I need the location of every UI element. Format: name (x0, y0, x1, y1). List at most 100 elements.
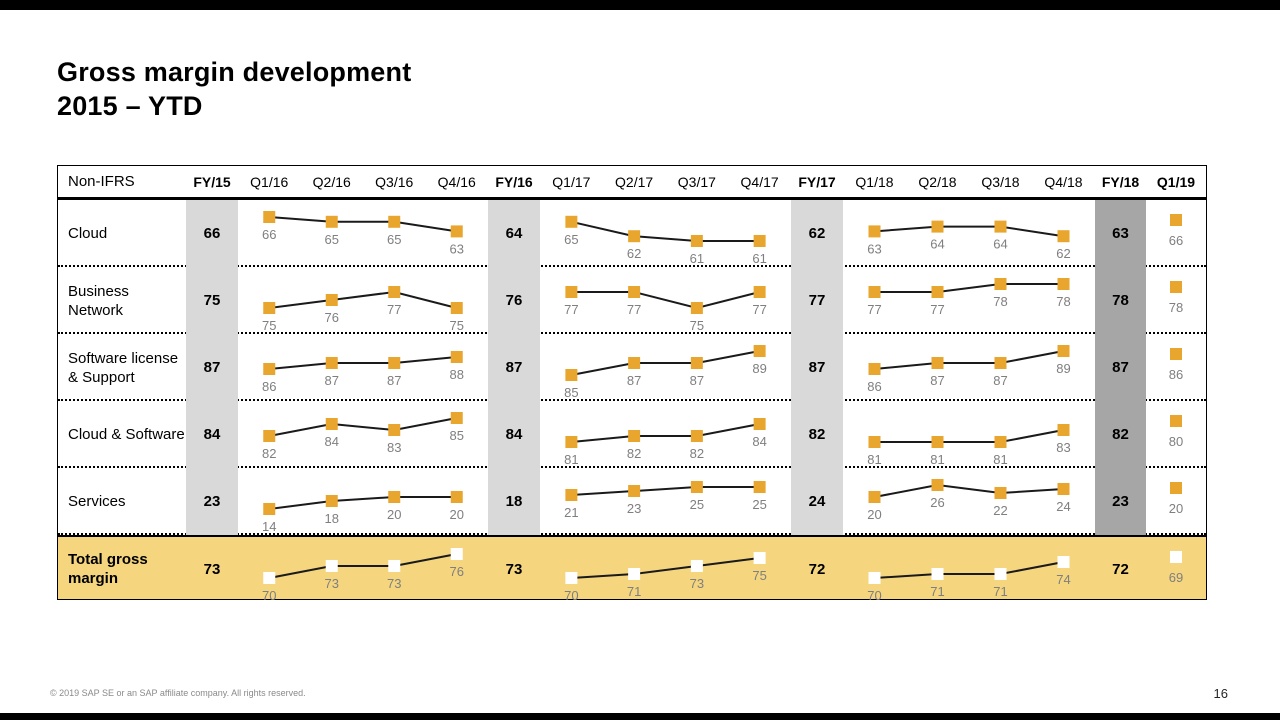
data-point-value: 87 (993, 373, 1007, 388)
quarterly-sparkline: 86 87 87 88 (238, 334, 488, 401)
fy16-value: 64 (488, 200, 540, 267)
data-point-marker (628, 286, 641, 298)
data-point-marker (753, 481, 766, 493)
data-point-value: 20 (867, 507, 881, 522)
data-point-marker (325, 215, 338, 228)
fy16-value: 87 (488, 334, 540, 401)
data-point-marker (325, 560, 338, 572)
data-point-marker (1170, 415, 1182, 427)
fy18-value: 72 (1112, 560, 1129, 578)
data-point-marker (690, 430, 703, 442)
data-point-value: 66 (1168, 233, 1184, 248)
data-point-value: 70 (867, 588, 881, 601)
table-row: Cloud & Software 84 82 84 83 85 84 81 82 82 84 82 81… (58, 401, 1206, 468)
latest-quarter-cell: 80 (1146, 401, 1206, 468)
fy15-value: 75 (186, 267, 238, 334)
data-point-value: 70 (262, 588, 276, 601)
data-point-marker (868, 363, 881, 375)
data-point-marker (388, 215, 401, 228)
row-label: Services (68, 493, 126, 510)
data-point-marker (994, 220, 1007, 233)
data-point-marker (1057, 424, 1070, 436)
data-point-marker (565, 572, 578, 584)
bottom-black-bar (0, 713, 1280, 720)
column-headers-2018: Q1/18 Q2/18 Q3/18 Q4/18 (843, 166, 1095, 197)
data-point-value: 88 (450, 367, 464, 382)
row-label: Total gross margin (68, 551, 148, 587)
data-point-value: 77 (930, 302, 944, 317)
latest-quarter-cell: 20 (1146, 468, 1206, 535)
table-row: Cloud 66 66 65 65 63 64 65 62 61 61 62 63 64 64 62 63 66 (58, 200, 1206, 267)
data-point-value: 89 (752, 361, 766, 376)
quarterly-sparkline: 77 77 75 77 (540, 267, 791, 334)
table-header-row: Non-IFRS FY/15 Q1/16 Q2/16 Q3/16 Q4/16 F… (58, 166, 1206, 200)
data-point-value: 80 (1168, 434, 1184, 449)
data-point-value: 71 (930, 584, 944, 599)
table-body: Cloud 66 66 65 65 63 64 65 62 61 61 62 63 64 64 62 63 66 B… (58, 200, 1206, 601)
fy17-value: 72 (808, 560, 826, 578)
latest-quarter-cell: 66 (1146, 200, 1206, 267)
data-point-value: 20 (387, 507, 401, 522)
data-point-value: 89 (1056, 361, 1070, 376)
data-point-value: 82 (690, 446, 704, 461)
data-point-value: 78 (1056, 294, 1070, 309)
page-title: Gross margin development 2015 – YTD (57, 55, 411, 123)
data-point-value: 14 (262, 519, 276, 534)
quarterly-sparkline: 70 71 71 74 (843, 537, 1095, 601)
quarterly-sparkline: 81 82 82 84 (540, 401, 791, 468)
data-point-marker (565, 286, 578, 298)
data-point-value: 87 (325, 373, 339, 388)
title-line-1: Gross margin development (57, 57, 412, 87)
data-point-marker (868, 225, 881, 238)
data-point-value: 62 (1056, 246, 1070, 261)
data-point-marker (450, 491, 463, 503)
latest-quarter-cell: 69 (1146, 537, 1206, 601)
data-point-marker (1057, 483, 1070, 495)
data-point-value: 82 (627, 446, 641, 461)
quarterly-sparkline: 66 65 65 63 (238, 200, 488, 267)
data-point-value: 65 (564, 232, 578, 247)
data-point-marker (325, 418, 338, 430)
fy15-value: 84 (186, 401, 238, 468)
data-point-marker (388, 424, 401, 436)
data-point-value: 81 (930, 452, 944, 467)
data-point-value: 85 (564, 385, 578, 400)
data-point-value: 77 (387, 302, 401, 317)
data-point-marker (753, 235, 766, 247)
data-point-value: 81 (993, 452, 1007, 467)
data-point-value: 75 (690, 318, 704, 333)
data-point-marker (263, 572, 276, 584)
fy18-value: 23 (1095, 468, 1146, 535)
fy18-value: 78 (1095, 267, 1146, 334)
quarterly-sparkline: 21 23 25 25 (540, 468, 791, 535)
quarterly-sparkline: 20 26 22 24 (843, 468, 1095, 535)
data-point-value: 86 (1168, 367, 1184, 382)
quarterly-sparkline: 70 73 73 76 (238, 537, 488, 601)
data-point-marker (388, 357, 401, 369)
data-point-marker (628, 485, 641, 497)
data-point-value: 87 (387, 373, 401, 388)
column-header: Q2/18 (918, 173, 957, 190)
data-point-value: 87 (690, 373, 704, 388)
data-point-marker (753, 345, 766, 357)
data-point-marker (628, 230, 641, 243)
column-header-fy16: FY/16 (495, 173, 533, 190)
data-point-marker (690, 357, 703, 369)
data-point-marker (868, 572, 881, 584)
column-header: Q4/17 (740, 173, 779, 190)
data-point-marker (1057, 230, 1070, 243)
data-point-value: 69 (1168, 570, 1184, 585)
corner-label: Non-IFRS (68, 173, 135, 190)
data-point-value: 83 (387, 440, 401, 455)
data-point-marker (450, 351, 463, 363)
data-point-value: 75 (752, 568, 766, 583)
data-point-value: 70 (564, 588, 578, 601)
fy17-value: 62 (791, 200, 843, 267)
data-point-marker (868, 491, 881, 503)
data-point-marker (931, 286, 944, 298)
fy15-value: 73 (203, 560, 221, 578)
quarterly-sparkline: 65 62 61 61 (540, 200, 791, 267)
data-point-marker (994, 568, 1007, 580)
fy15-value: 66 (186, 200, 238, 267)
column-headers-2017: Q1/17 Q2/17 Q3/17 Q4/17 (540, 166, 791, 197)
